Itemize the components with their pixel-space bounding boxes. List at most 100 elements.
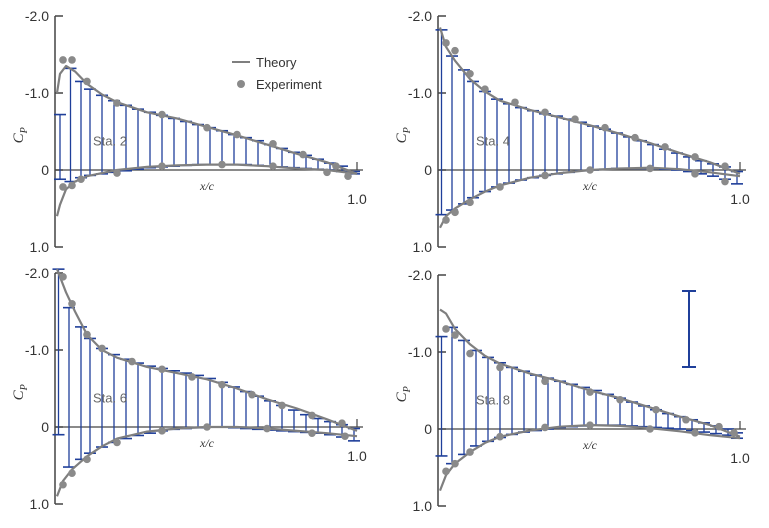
experiment-point <box>466 69 474 78</box>
experiment-point <box>158 110 166 119</box>
experiment-point <box>721 177 729 186</box>
experiment-point <box>451 46 459 55</box>
experiment-point <box>442 216 450 224</box>
x-tick-label: 1.0 <box>730 450 750 466</box>
experiment-point <box>511 98 519 107</box>
experiment-point <box>338 419 346 427</box>
station-label: Sta. 4 <box>476 133 510 148</box>
x-tick-label: 1.0 <box>347 191 367 207</box>
experiment-point <box>496 363 504 372</box>
legend-experiment-marker <box>237 80 245 88</box>
experiment-point <box>586 421 594 429</box>
experiment-point <box>59 56 67 64</box>
x-axis-title: x/c <box>199 436 215 450</box>
y-tick-label: -2.0 <box>25 265 49 281</box>
y-axis-title: CP <box>394 386 413 402</box>
experiment-point <box>442 467 450 476</box>
experiment-point <box>59 183 67 191</box>
experiment-point <box>631 133 639 142</box>
experiment-point <box>113 99 121 107</box>
theory-upper-curve <box>55 64 358 175</box>
experiment-point <box>59 480 67 489</box>
experiment-point <box>601 123 609 132</box>
chart-panel-3: -2.0 -1.0 0 1.0 1.0 CP x/c Sta. 6 <box>11 265 367 512</box>
experiment-point <box>691 170 699 178</box>
experiment-point <box>451 331 459 339</box>
y-axis-title: CP <box>11 127 30 143</box>
experiment-point <box>83 77 91 86</box>
y-tick-label: 1.0 <box>413 498 433 514</box>
experiment-point <box>541 108 549 117</box>
experiment-point <box>541 423 549 432</box>
experiment-point <box>308 429 316 437</box>
error-scale-bar <box>682 290 696 368</box>
experiment-point <box>263 424 271 433</box>
experiment-point <box>188 373 196 381</box>
experiment-point <box>691 429 699 437</box>
x-tick-label: 1.0 <box>347 448 367 464</box>
y-tick-label: -1.0 <box>408 85 432 101</box>
experiment-point <box>466 349 474 358</box>
experiment-point <box>466 198 474 207</box>
y-tick-label: -1.0 <box>25 85 49 101</box>
y-tick-label: -1.0 <box>408 344 432 360</box>
y-tick-label: -2.0 <box>408 267 432 283</box>
legend: Theory Experiment <box>232 55 322 92</box>
experiment-point <box>68 181 76 190</box>
x-axis-title: x/c <box>582 179 598 193</box>
y-tick-label: 0 <box>424 421 432 437</box>
experiment-point <box>269 162 277 170</box>
y-tick-label: -1.0 <box>25 342 49 358</box>
experiment-point <box>586 388 594 396</box>
experiment-point <box>98 344 106 353</box>
experiment-point <box>721 162 729 170</box>
theory-upper-curve <box>439 308 741 438</box>
experiment-point <box>218 160 226 169</box>
chart-panel-1: -2.0 -1.0 0 1.0 1.0 CP x/c Sta. 2 <box>11 8 367 255</box>
y-tick-label: 0 <box>41 162 49 178</box>
experiment-point <box>248 390 256 399</box>
experiment-point <box>646 425 654 433</box>
experiment-point <box>233 130 241 139</box>
experiment-point <box>128 357 136 366</box>
y-axis-title-subscript: P <box>19 384 30 391</box>
experiment-point <box>113 169 121 177</box>
experiment-point <box>652 405 660 414</box>
y-axis-title-subscript: P <box>19 127 30 134</box>
experiment-point <box>203 423 211 431</box>
y-tick-label: -2.0 <box>25 8 49 24</box>
chart-panel-2: -2.0 -1.0 0 1.0 1.0 CP x/c Sta. 4 <box>394 8 750 255</box>
experiment-point <box>113 438 121 447</box>
experiment-point <box>715 422 723 431</box>
y-tick-label: 1.0 <box>30 239 50 255</box>
x-axis-title: x/c <box>582 438 598 452</box>
chart-panel-4: -2.0 -1.0 0 1.0 1.0 CP x/c Sta. 8 <box>394 267 750 514</box>
y-tick-label: 0 <box>424 162 432 178</box>
experiment-point <box>83 455 91 464</box>
x-axis-title: x/c <box>199 179 215 193</box>
experiment-point <box>442 325 450 333</box>
station-label: Sta. 6 <box>93 390 127 405</box>
y-axis-title-subscript: P <box>402 386 413 393</box>
experiment-point <box>68 469 76 478</box>
experiment-point <box>691 153 699 161</box>
experiment-point <box>203 123 211 132</box>
legend-theory-label: Theory <box>256 55 297 70</box>
experiment-point <box>541 377 549 386</box>
experiment-point <box>541 171 549 180</box>
experiment-point <box>451 208 459 217</box>
y-tick-label: 1.0 <box>30 496 50 512</box>
experiment-point <box>83 330 91 339</box>
experiment-point <box>496 183 504 191</box>
station-label: Sta. 2 <box>93 133 127 148</box>
experiment-point <box>586 166 594 174</box>
experiment-point <box>466 448 474 456</box>
experiment-point <box>496 432 504 441</box>
experiment-point <box>299 150 307 159</box>
y-axis-title: CP <box>11 384 30 400</box>
x-tick-label: 1.0 <box>730 191 750 207</box>
experiment-point <box>158 427 166 435</box>
y-axis-title: CP <box>394 127 413 143</box>
experiment-point <box>451 459 459 468</box>
